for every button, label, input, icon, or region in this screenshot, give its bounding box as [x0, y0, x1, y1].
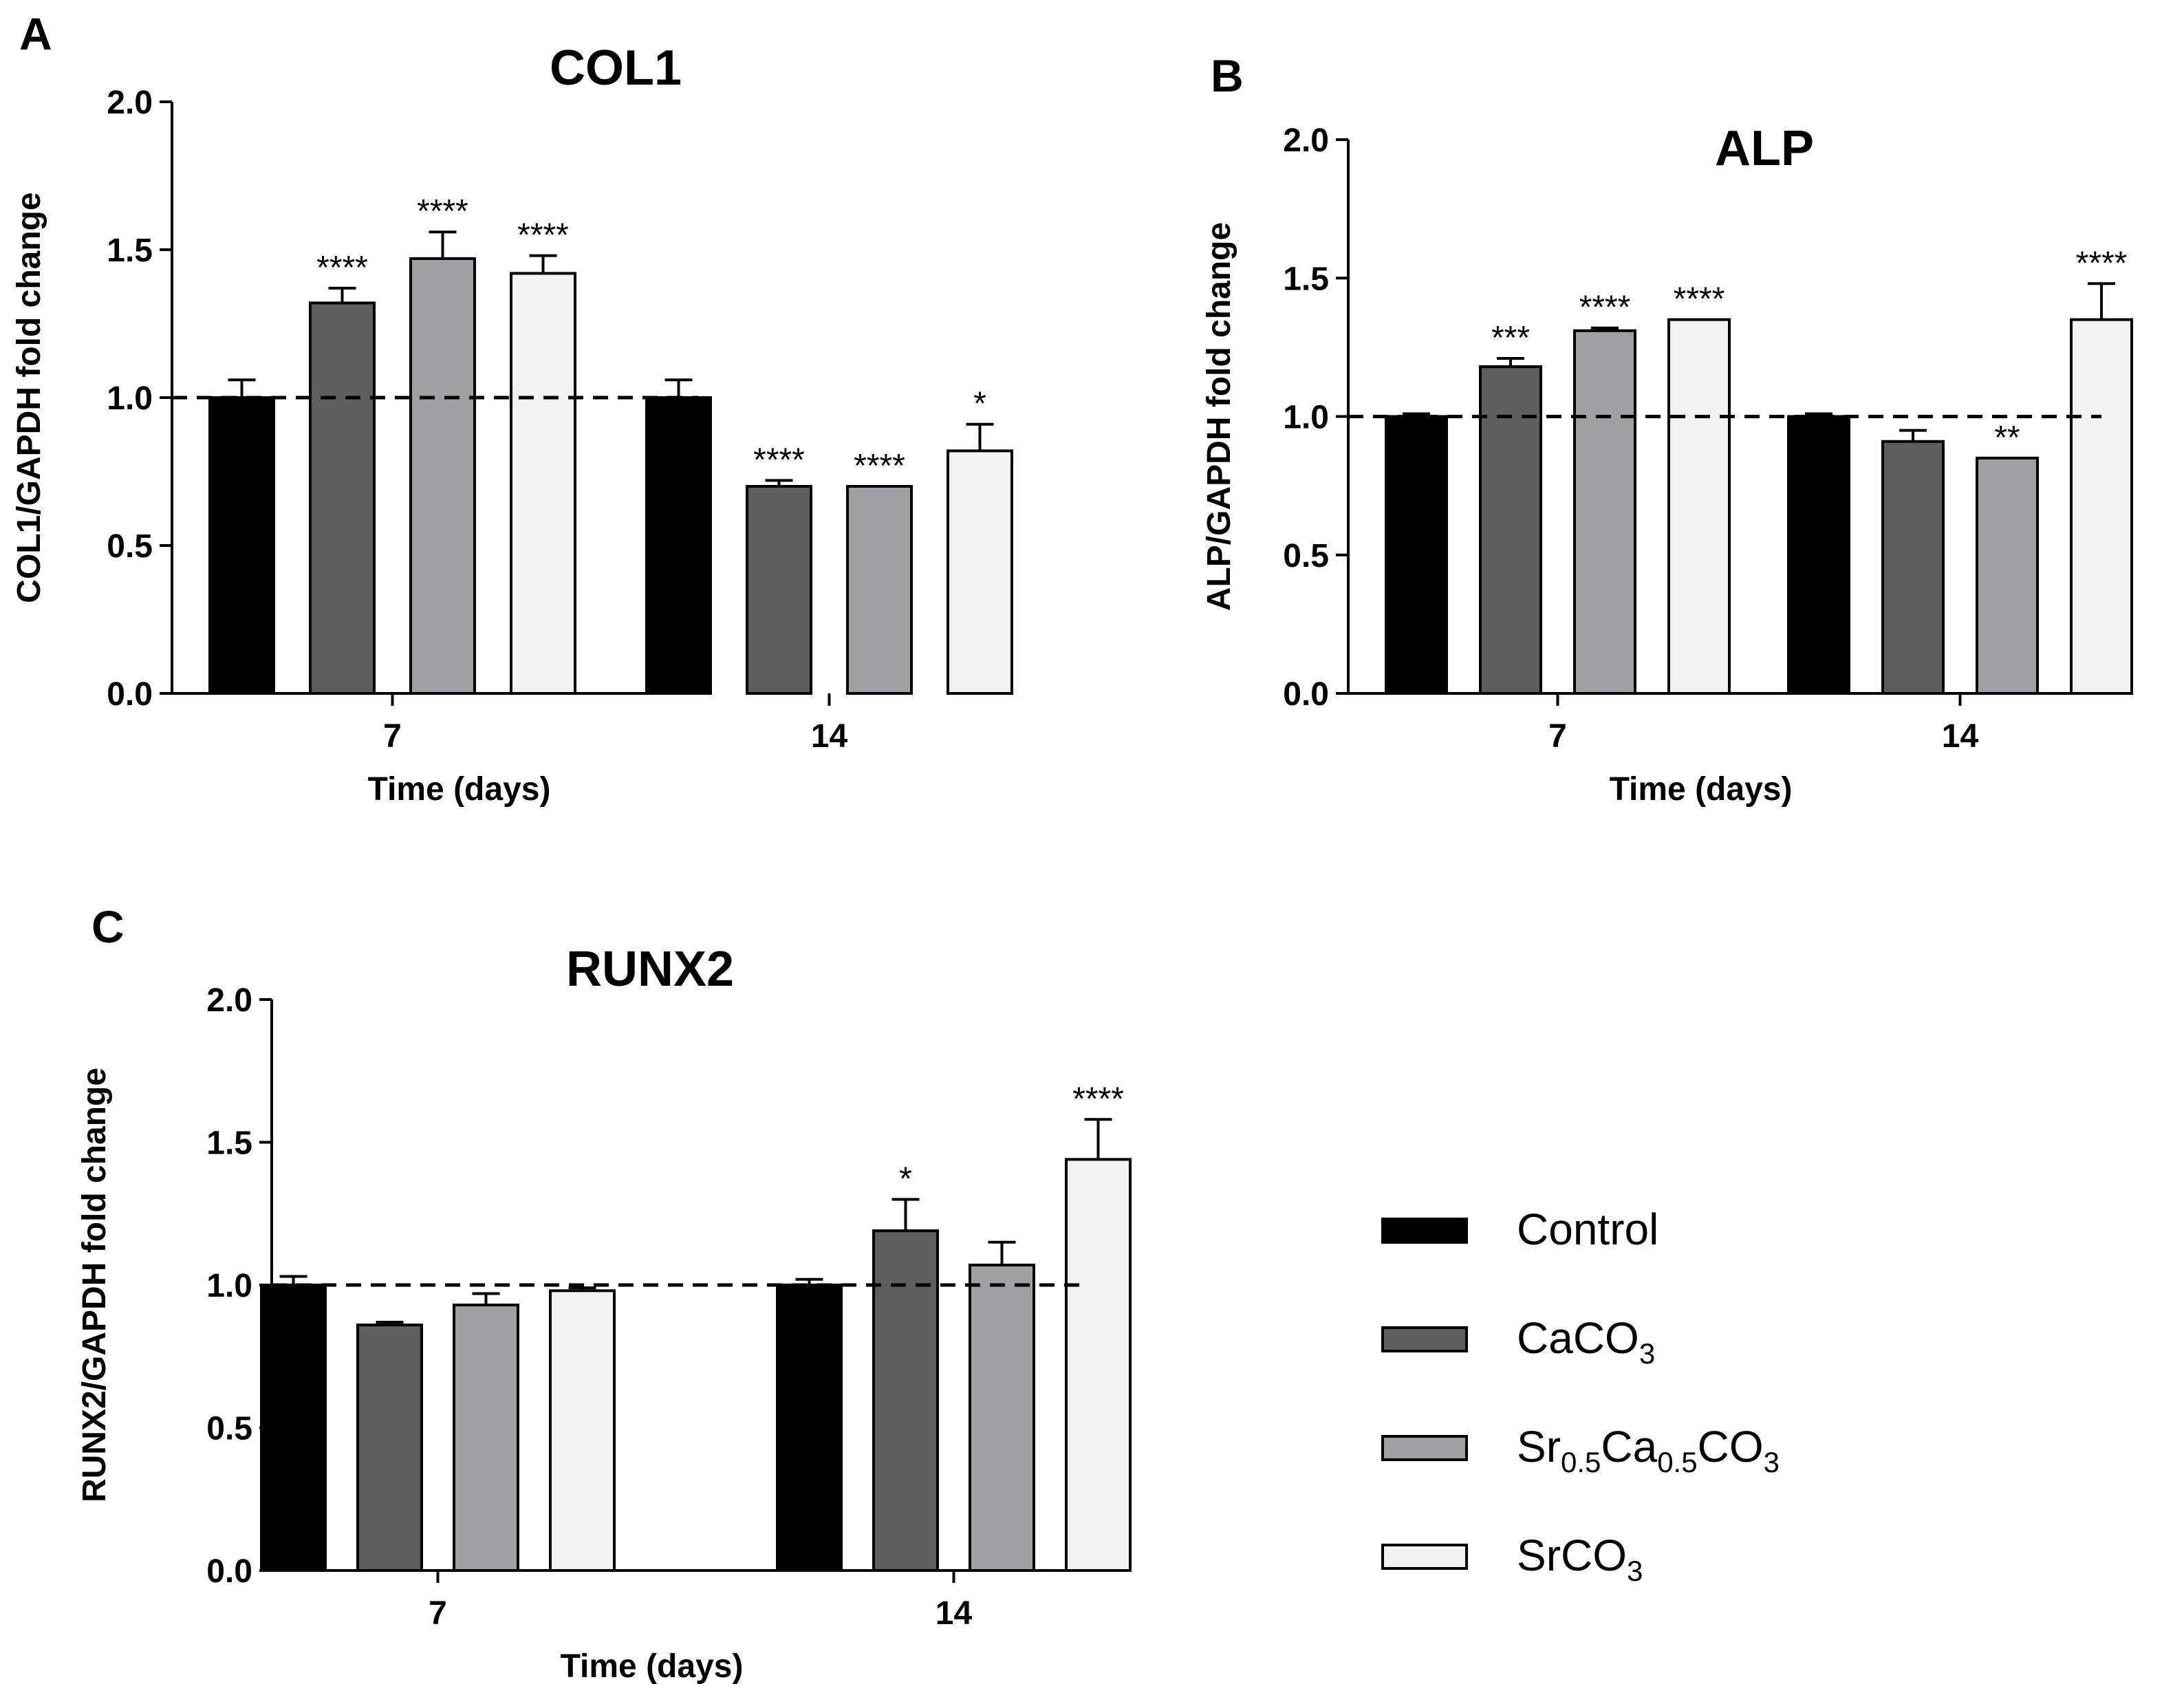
panel-letter: B: [1211, 50, 1244, 101]
x-tick-label: 7: [429, 1595, 447, 1632]
y-tick-label: 1.5: [1283, 261, 1329, 297]
bar: [1065, 1158, 1132, 1572]
significance-label: ****: [2076, 245, 2128, 281]
panel-letter: A: [19, 8, 52, 59]
bar: [453, 1304, 519, 1573]
y-tick-label: 2.0: [206, 982, 252, 1019]
significance-label: ****: [417, 193, 468, 230]
y-tick-label: 1.5: [107, 233, 153, 269]
bar: [409, 257, 476, 695]
significance-label: *: [899, 1161, 912, 1198]
panel-a-col1-chart: A COL1 0.0 0.5 1.0 1.5 2.0 COL1/GAPDH fold chan…: [11, 8, 1013, 808]
y-tick-label: 0.5: [107, 528, 153, 565]
legend-swatch: [1381, 1435, 1468, 1461]
bar: [846, 485, 913, 695]
significance-label: ****: [854, 448, 905, 484]
x-axis-label: Time (days): [368, 771, 551, 808]
y-tick-label: 0.0: [1283, 676, 1329, 713]
bar: [1787, 415, 1850, 695]
significance-label: *: [973, 386, 986, 422]
x-tick-label: 7: [383, 718, 402, 755]
significance-label: ****: [316, 250, 368, 286]
x-tick-label: 14: [936, 1595, 973, 1632]
significance-label: ****: [517, 217, 569, 254]
legend-swatch: [1381, 1326, 1468, 1352]
legend-swatch: [1381, 1544, 1468, 1570]
legend-swatch: [1381, 1218, 1468, 1244]
bar: [969, 1263, 1035, 1572]
bar: [356, 1324, 423, 1572]
significance-label: ****: [1579, 290, 1631, 326]
significance-label: ****: [1072, 1081, 1124, 1117]
bar: [746, 485, 812, 695]
y-tick-label: 1.5: [206, 1125, 252, 1162]
y-tick-label: 0.0: [107, 676, 153, 713]
chart-title: COL1: [550, 41, 682, 96]
y-tick-label: 2.0: [1283, 122, 1329, 159]
chart-title: RUNX2: [566, 942, 734, 997]
bar: [1385, 415, 1448, 695]
legend-label-part: CaCO: [1517, 1313, 1639, 1363]
bar: [872, 1229, 939, 1573]
bar: [1976, 456, 2039, 695]
panel-letter: C: [91, 901, 125, 952]
bar: [260, 1284, 327, 1572]
legend-label-subscript: 0.5: [1561, 1446, 1601, 1478]
legend-label-subscript: 0.5: [1657, 1446, 1697, 1478]
legend-label-part: CO: [1698, 1422, 1764, 1471]
bar: [309, 301, 376, 695]
legend-label: CaCO3: [1517, 1313, 1655, 1370]
panel-b-alp-chart: B ALP 0.0 0.5 1.0 1.5 2.0 ALP/GAPDH fold change…: [1201, 50, 2133, 808]
legend-label: Sr0.5Ca0.5CO3: [1517, 1422, 1780, 1478]
bar: [208, 396, 275, 695]
y-tick-label: 0.5: [206, 1411, 252, 1447]
bar: [1881, 440, 1945, 695]
x-tick-label: 14: [811, 718, 848, 755]
panel-c-runx2-chart: C RUNX2 0.0 0.5 1.0 1.5 2.0 RUNX2/GAPDH fold ch…: [76, 901, 1132, 1685]
legend-label: Control: [1517, 1205, 1658, 1254]
y-tick-label: 0.5: [1283, 538, 1329, 574]
legend-label-part: Ca: [1601, 1422, 1657, 1471]
bar: [776, 1284, 843, 1572]
bar: [645, 396, 712, 695]
significance-label: ****: [753, 442, 805, 478]
x-tick-label: 7: [1548, 718, 1567, 755]
y-tick-label: 0.0: [206, 1553, 252, 1590]
legend-label-subscript: 3: [1627, 1555, 1643, 1587]
bar: [947, 449, 1013, 695]
x-axis-label: Time (days): [1610, 771, 1793, 808]
y-tick-label: 2.0: [107, 85, 153, 121]
y-axis-label: RUNX2/GAPDH fold change: [76, 1068, 113, 1502]
significance-label: **: [1994, 420, 2020, 456]
bar: [1573, 329, 1636, 695]
significance-label: ****: [1674, 281, 1725, 318]
chart-title: ALP: [1715, 121, 1814, 176]
legend-label: SrCO3: [1517, 1531, 1643, 1587]
y-axis-label: ALP/GAPDH fold change: [1201, 222, 1237, 611]
legend-label-subscript: 3: [1764, 1446, 1780, 1478]
y-tick-label: 1.0: [1283, 400, 1329, 436]
significance-label: ***: [1491, 320, 1530, 356]
legend-label-part: SrCO: [1517, 1531, 1627, 1580]
x-tick-label: 14: [1942, 718, 1979, 755]
bar: [510, 272, 576, 695]
bar: [1479, 365, 1542, 695]
legend-label-part: Control: [1517, 1205, 1658, 1254]
y-tick-label: 1.0: [206, 1268, 252, 1304]
bar: [2070, 318, 2133, 695]
legend-label-subscript: 3: [1639, 1337, 1655, 1370]
y-tick-label: 1.0: [107, 380, 153, 417]
y-axis-label: COL1/GAPDH fold change: [11, 192, 47, 603]
bar: [1667, 318, 1731, 695]
bar: [549, 1289, 616, 1573]
x-axis-label: Time (days): [561, 1648, 744, 1685]
legend-label-part: Sr: [1517, 1422, 1561, 1471]
